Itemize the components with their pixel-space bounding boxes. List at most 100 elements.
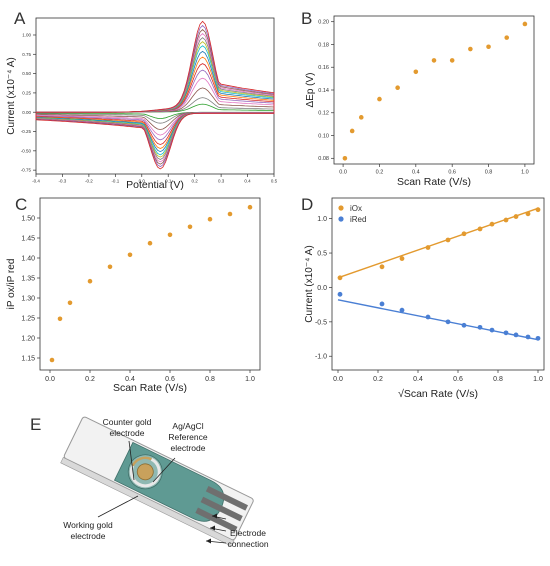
x-tick-label: 1.0 <box>245 376 255 383</box>
scatter-point <box>413 69 419 75</box>
y-tick-label: 0.14 <box>318 88 329 94</box>
panel-d-plot-frame <box>331 197 545 371</box>
legend-iox-marker <box>338 205 344 211</box>
y-tick-label: 1.0 <box>317 216 327 223</box>
x-tick-label: 0.0 <box>139 179 146 184</box>
scatter-point <box>57 316 63 322</box>
scatter-point-ired <box>535 335 541 341</box>
scatter-point-iox <box>425 245 431 250</box>
x-tick-label: 0.8 <box>485 170 493 176</box>
x-tick-label: 0.3 <box>218 179 225 184</box>
connection-arrowhead-1 <box>212 513 217 519</box>
scatter-point-iox <box>525 211 531 217</box>
scatter-point-ired <box>399 307 405 313</box>
panel-e-sensor-diagram: E Counter gold elec <box>30 415 269 549</box>
panel-b-peak-separation: B 0.0 0.2 0.4 0.6 0.8 1.0 0.08 0.10 0.12 0.14 0.16… <box>301 9 535 188</box>
y-tick-label: 0.0 <box>317 285 327 292</box>
y-tick-label: -1.0 <box>315 354 327 361</box>
voltammogram-curve <box>35 20 275 170</box>
x-tick-label: 0.8 <box>493 376 503 383</box>
track-2 <box>200 496 243 522</box>
x-tick-label: 0.2 <box>192 179 199 184</box>
scatter-point <box>358 115 364 120</box>
y-tick-label: 1.15 <box>21 355 35 362</box>
scatter-point <box>449 58 455 63</box>
y-tick-label: 0.10 <box>318 133 329 139</box>
track-3 <box>195 507 238 533</box>
scatter-point <box>87 278 93 284</box>
scatter-point <box>107 264 113 270</box>
y-tick-label: 0.5 <box>317 250 327 257</box>
x-tick-label: 0.2 <box>85 376 95 383</box>
scatter-point-ired <box>379 301 385 307</box>
x-tick-label: 0.5 <box>271 179 278 184</box>
scatter-point <box>127 252 133 258</box>
scatter-point-ired <box>461 322 467 328</box>
connection-arrowhead-3 <box>206 538 211 544</box>
connection-arrowhead-2 <box>210 525 215 531</box>
panel-d-points <box>337 207 541 341</box>
scatter-point <box>247 204 253 210</box>
scatter-point <box>67 300 73 306</box>
scatter-point <box>431 58 437 63</box>
panel-a-curves <box>35 20 275 170</box>
panel-d-randles-sevcik: D 0.0 0.2 0.4 0.6 0.8 1.0 -1.0 -0.5 0.0 0.5 1.0 iO… <box>301 195 545 400</box>
legend-iox-label: iOx <box>350 204 362 213</box>
scatter-point-iox <box>513 214 519 219</box>
x-tick-label: 0.6 <box>448 170 456 176</box>
scatter-point-iox <box>337 275 343 281</box>
panel-c-label: C <box>15 195 27 214</box>
x-tick-label: -0.3 <box>59 179 67 184</box>
reference-label-line-2: Reference <box>168 432 207 442</box>
panel-c-points <box>49 204 253 363</box>
counter-label-line-1: Counter gold <box>103 417 152 427</box>
x-tick-label: 0.6 <box>165 376 175 383</box>
panel-e-label: E <box>30 415 41 434</box>
y-tick-label: 1.00 <box>22 33 31 38</box>
panel-d-x-axis-label: √Scan Rate (V/s) <box>398 388 478 400</box>
track-1 <box>205 485 249 511</box>
scatter-point <box>49 357 55 363</box>
panel-b-y-axis-label: ΔEp (V) <box>305 72 316 107</box>
x-tick-label: 0.1 <box>165 179 172 184</box>
x-tick-label: 1.0 <box>521 170 529 176</box>
y-tick-label: 0.12 <box>318 111 329 117</box>
scatter-point-iox <box>477 226 483 232</box>
scatter-point-iox <box>445 237 451 243</box>
scatter-point <box>522 21 528 27</box>
reference-label-line-1: Ag/AgCl <box>172 421 203 431</box>
scatter-point-iox <box>489 221 495 227</box>
scatter-point-ired <box>513 332 519 338</box>
x-tick-label: 1.0 <box>533 376 543 383</box>
scatter-point <box>486 44 491 50</box>
scatter-point-ired <box>477 324 483 330</box>
y-tick-label: 0.75 <box>22 52 31 57</box>
counter-electrode-ring <box>131 456 152 467</box>
scatter-point <box>167 232 173 238</box>
scatter-point <box>395 85 400 91</box>
x-tick-label: 0.8 <box>205 376 215 383</box>
scatter-point <box>468 46 473 52</box>
scatter-point <box>504 35 510 40</box>
scatter-point-iox <box>399 256 405 261</box>
working-leader-line <box>97 495 139 518</box>
y-tick-label: 1.30 <box>21 295 35 302</box>
x-tick-label: 0.6 <box>453 376 463 383</box>
scatter-point <box>187 224 193 230</box>
reference-leader-line <box>152 457 176 483</box>
panel-a-x-axis-label: Potential (V) <box>126 179 184 191</box>
connection-label-line-2: connection <box>227 539 268 549</box>
panel-c-y-axis-label: iP ox/iP red <box>6 259 17 310</box>
panel-c-peak-ratio: C 0.0 0.2 0.4 0.6 0.8 1.0 1.15 1.20 1.25 1.30 1.35… <box>6 195 261 394</box>
x-tick-label: 0.0 <box>339 170 347 176</box>
panel-b-x-axis-label: Scan Rate (V/s) <box>397 176 471 188</box>
panel-a-ticks: -0.4 -0.3 -0.2 -0.1 0.0 0.1 0.2 0.3 0.4 0.5 -0.75 -… <box>21 33 278 184</box>
panel-d-y-axis-label: Current (x10⁻⁴ A) <box>304 245 315 322</box>
scatter-point-iox <box>503 217 509 223</box>
legend-ired-marker <box>338 216 344 222</box>
scatter-point <box>377 96 382 102</box>
x-tick-label: 0.4 <box>412 170 420 176</box>
x-tick-label: 0.2 <box>376 170 384 176</box>
x-tick-label: 0.0 <box>333 376 343 383</box>
